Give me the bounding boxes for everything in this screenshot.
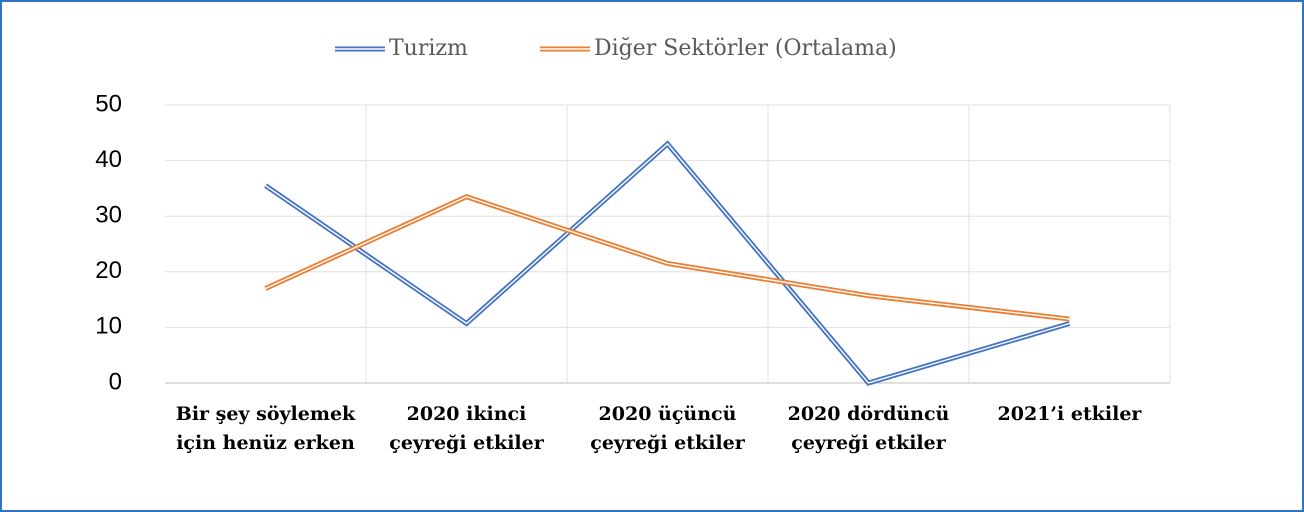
y-tick-label: 10: [95, 313, 122, 340]
y-tick-label: 30: [95, 202, 122, 229]
y-tick-label: 0: [109, 368, 122, 395]
x-tick-label: 2021’i etkiler: [997, 403, 1142, 425]
series-line-inner: [265, 142, 1070, 384]
y-tick-label: 50: [95, 90, 122, 117]
series-line-inner: [265, 195, 1070, 320]
x-tick-label: Bir şey söylemek için henüz erken: [175, 403, 356, 454]
legend-label: Diğer Sektörler (Ortalama): [594, 36, 897, 61]
x-tick-label: 2020 ikinci çeyreği etkiler: [389, 403, 544, 454]
y-tick-label: 40: [95, 146, 122, 173]
legend-label: Turizm: [389, 36, 468, 61]
y-tick-label: 20: [95, 257, 122, 284]
series-line: [264, 194, 1070, 322]
x-tick-label: 2020 üçüncü çeyreği etkiler: [590, 403, 745, 454]
x-tick-label: 2020 dördüncü çeyreği etkiler: [787, 403, 950, 454]
